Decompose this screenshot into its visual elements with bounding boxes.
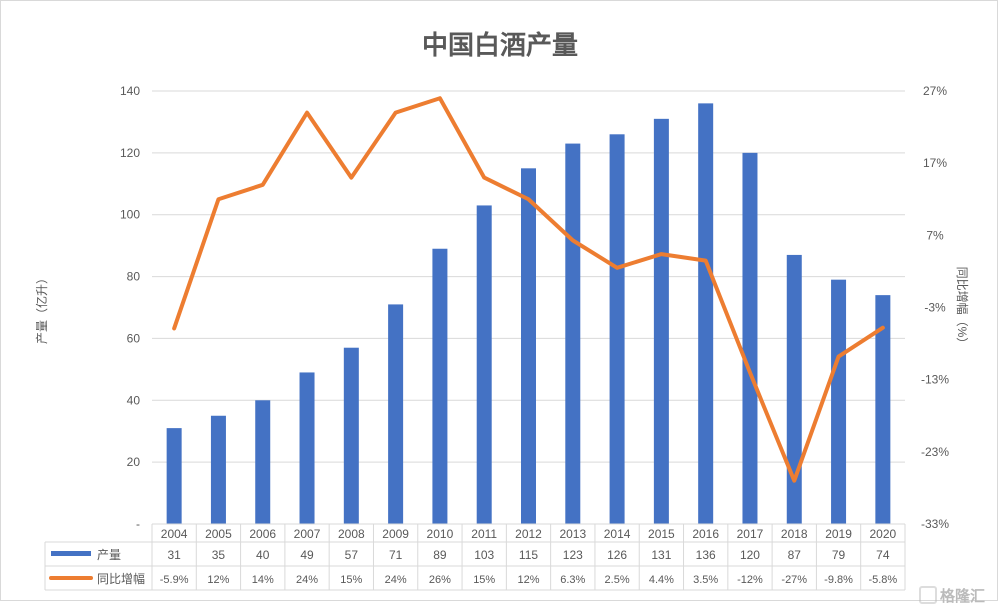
production-value-label: 74 — [876, 548, 890, 562]
bar-2008 — [344, 348, 359, 524]
x-tick-label: 2011 — [471, 527, 497, 541]
growth-value-label: -27% — [781, 574, 807, 586]
production-value-label: 40 — [256, 548, 270, 562]
production-value-label: 79 — [832, 548, 846, 562]
x-tick-label: 2019 — [825, 527, 852, 541]
production-value-label: 136 — [696, 548, 716, 562]
production-value-label: 87 — [788, 548, 802, 562]
y-tick-label: - — [136, 517, 140, 531]
y-tick-label: 40 — [127, 393, 141, 407]
growth-value-label: 24% — [385, 574, 407, 586]
bar-2014 — [610, 134, 625, 524]
y-tick-label: 140 — [120, 84, 140, 98]
y-tick-label: 100 — [120, 208, 140, 222]
y2-tick-label: -3% — [924, 301, 946, 315]
x-tick-label: 2013 — [559, 527, 586, 541]
growth-value-label: 24% — [296, 574, 318, 586]
x-tick-label: 2005 — [205, 527, 232, 541]
y2-tick-label: -23% — [921, 445, 949, 459]
production-value-label: 103 — [474, 548, 494, 562]
bar-2019 — [831, 280, 846, 524]
y-axis-label: 产量（亿升） — [34, 272, 49, 344]
y2-tick-label: -33% — [921, 517, 949, 531]
x-tick-label: 2009 — [382, 527, 409, 541]
growth-value-label: 12% — [207, 574, 229, 586]
bar-2012 — [521, 168, 536, 524]
y-tick-label: 20 — [127, 455, 141, 469]
x-tick-label: 2004 — [161, 527, 188, 541]
growth-value-label: 15% — [340, 574, 362, 586]
bar-2009 — [388, 304, 403, 524]
bar-2004 — [167, 428, 182, 524]
growth-value-label: 4.4% — [649, 574, 674, 586]
production-value-label: 120 — [740, 548, 760, 562]
production-value-label: 123 — [563, 548, 583, 562]
production-value-label: 131 — [651, 548, 671, 562]
bar-2011 — [477, 205, 492, 524]
x-tick-label: 2016 — [692, 527, 719, 541]
y2-tick-label: 7% — [926, 228, 944, 242]
x-tick-label: 2008 — [338, 527, 365, 541]
legend-bar-label: 产量 — [97, 548, 121, 562]
production-value-label: 49 — [300, 548, 314, 562]
y2-tick-label: -13% — [921, 373, 949, 387]
x-tick-label: 2017 — [737, 527, 764, 541]
legend-bar-swatch — [51, 551, 91, 556]
legend-line-label: 同比增幅 — [97, 571, 145, 586]
growth-value-label: 2.5% — [605, 574, 630, 586]
bar-2010 — [432, 249, 447, 524]
growth-value-label: 6.3% — [560, 574, 585, 586]
growth-value-label: -12% — [737, 574, 763, 586]
y2-tick-label: 17% — [923, 156, 947, 170]
bar-2007 — [300, 372, 315, 524]
x-tick-label: 2007 — [294, 527, 321, 541]
growth-value-label: -5.8% — [868, 574, 897, 586]
production-value-label: 35 — [212, 548, 226, 562]
growth-value-label: 3.5% — [693, 574, 718, 586]
growth-value-label: -5.9% — [160, 574, 189, 586]
y2-axis-label: 同比增幅（%） — [955, 267, 970, 350]
x-tick-label: 2015 — [648, 527, 675, 541]
bar-2005 — [211, 416, 226, 524]
x-tick-label: 2018 — [781, 527, 808, 541]
growth-value-label: 12% — [517, 574, 539, 586]
x-tick-label: 2010 — [427, 527, 454, 541]
production-value-label: 126 — [607, 548, 627, 562]
y-tick-label: 60 — [127, 331, 141, 345]
growth-value-label: -9.8% — [824, 574, 853, 586]
x-tick-label: 2014 — [604, 527, 631, 541]
bar-2013 — [565, 144, 580, 524]
production-value-label: 89 — [433, 548, 447, 562]
bar-2006 — [255, 400, 270, 524]
production-value-label: 71 — [389, 548, 403, 562]
production-value-label: 57 — [345, 548, 359, 562]
x-tick-label: 2020 — [870, 527, 897, 541]
growth-value-label: 14% — [252, 574, 274, 586]
x-tick-label: 2006 — [249, 527, 276, 541]
bar-2015 — [654, 119, 669, 524]
production-value-label: 115 — [519, 548, 538, 562]
y-tick-label: 120 — [120, 146, 140, 160]
y-tick-label: 80 — [127, 270, 141, 284]
growth-value-label: 26% — [429, 574, 451, 586]
y2-tick-label: 27% — [923, 84, 947, 98]
production-value-label: 31 — [167, 548, 181, 562]
x-tick-label: 2012 — [515, 527, 542, 541]
bar-2018 — [787, 255, 802, 524]
bar-2017 — [742, 153, 757, 524]
watermark-text: 格隆汇 — [940, 587, 985, 605]
bar-2016 — [698, 103, 713, 524]
growth-value-label: 15% — [473, 574, 495, 586]
chart-title: 中国白酒产量 — [422, 30, 578, 60]
